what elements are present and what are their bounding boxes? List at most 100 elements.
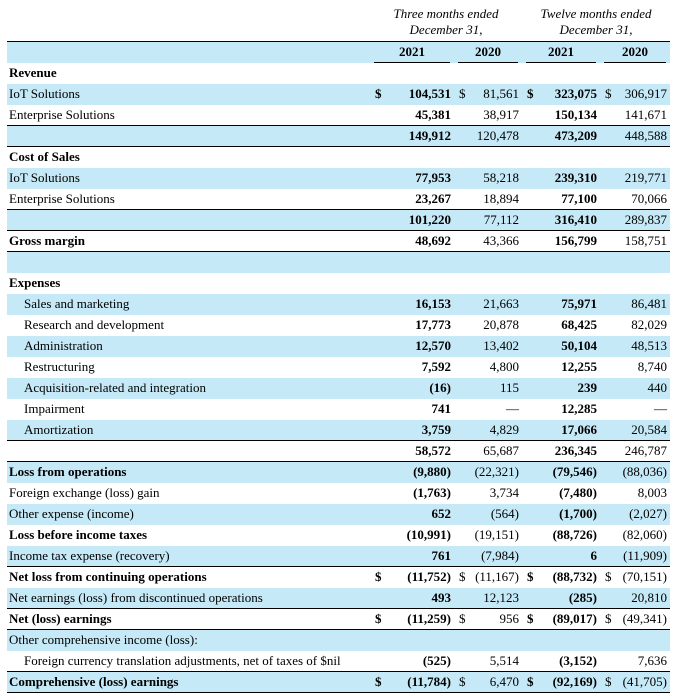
currency-symbol: $ bbox=[459, 86, 466, 101]
table-row: Enterprise Solutions 45,381 38,917 150,134 1… bbox=[7, 105, 670, 126]
value: (525) bbox=[422, 653, 451, 668]
value-cell: 12,285 bbox=[522, 399, 600, 420]
table-row-blank: 149,912 120,478 473,209 448,588 bbox=[7, 126, 670, 147]
value: 323,075 bbox=[554, 86, 597, 101]
row-label: Acquisition-related and integration bbox=[24, 380, 206, 395]
value-cell bbox=[600, 630, 670, 651]
table-row: Gross margin 48,692 43,366 156,799 158,751 bbox=[7, 231, 670, 252]
value-cell: 77,100 bbox=[522, 189, 600, 209]
value: (92,169) bbox=[552, 674, 597, 689]
value: (89,017) bbox=[552, 611, 597, 626]
value-cell: 48,692 bbox=[370, 231, 454, 251]
value: (285) bbox=[568, 590, 597, 605]
currency-symbol: $ bbox=[527, 86, 534, 101]
value-cell: (11,909) bbox=[600, 546, 670, 566]
row-label: Research and development bbox=[24, 317, 165, 332]
table-row: Acquisition-related and integration (16) 1… bbox=[7, 378, 670, 399]
row-label: Net earnings (loss) from discontinued op… bbox=[9, 590, 263, 605]
row-label: Net (loss) earnings bbox=[9, 611, 112, 626]
table-row: Revenue bbox=[7, 63, 670, 84]
row-label: Restructuring bbox=[24, 359, 95, 374]
value-cell: 246,787 bbox=[600, 441, 670, 461]
value-cell: 150,134 bbox=[522, 105, 600, 125]
row-label: Cost of Sales bbox=[9, 149, 80, 164]
value: 38,917 bbox=[483, 107, 519, 122]
table-row: Net loss from continuing operations $ (11,… bbox=[7, 567, 670, 588]
row-label bbox=[7, 252, 370, 273]
value-cell: $ (11,259) bbox=[370, 609, 454, 629]
value-cell: $ (11,167) bbox=[454, 567, 522, 588]
table-row: Restructuring 7,592 4,800 12,255 8,740 bbox=[7, 357, 670, 378]
value: 239,310 bbox=[554, 170, 597, 185]
value: (88,732) bbox=[552, 569, 597, 584]
value: 18,894 bbox=[483, 191, 519, 206]
value-cell: 156,799 bbox=[522, 231, 600, 251]
value: (11,909) bbox=[623, 548, 667, 563]
value-cell: $ (41,705) bbox=[600, 672, 670, 692]
table-row: IoT Solutions $104,531 $81,561 $323,075 $306… bbox=[7, 84, 670, 105]
table-row: Net earnings (loss) from discontinued op… bbox=[7, 588, 670, 609]
value: 4,829 bbox=[489, 422, 519, 437]
value: 86,481 bbox=[631, 296, 667, 311]
table-row: Loss before income taxes (10,991) (19,151)… bbox=[7, 525, 670, 546]
table-row: Other comprehensive income (loss): bbox=[7, 630, 670, 651]
value: 5,514 bbox=[489, 653, 519, 668]
value-cell: (285) bbox=[522, 588, 600, 608]
value: 12,123 bbox=[483, 590, 519, 605]
value-cell: $956 bbox=[454, 609, 522, 629]
value: 150,134 bbox=[554, 107, 597, 122]
year-column-header: 2021 bbox=[522, 42, 600, 63]
value-cell: (79,546) bbox=[522, 462, 600, 483]
value: 115 bbox=[499, 380, 519, 395]
table-row: Foreign exchange (loss) gain (1,763) 3,734… bbox=[7, 483, 670, 504]
value-cell: 21,663 bbox=[454, 294, 522, 315]
value-cell bbox=[454, 273, 522, 294]
value: (7,480) bbox=[559, 485, 597, 500]
value-cell: 77,953 bbox=[370, 168, 454, 189]
value-cell: $306,917 bbox=[600, 84, 670, 105]
group-line2: December 31, bbox=[559, 22, 633, 37]
value-cell: 115 bbox=[454, 378, 522, 399]
row-label: Other comprehensive income (loss): bbox=[9, 632, 198, 647]
value-cell: $323,075 bbox=[522, 84, 600, 105]
value-cell: 4,829 bbox=[454, 420, 522, 440]
value: (2,027) bbox=[629, 506, 667, 521]
row-label: Gross margin bbox=[9, 233, 85, 248]
currency-symbol: $ bbox=[605, 569, 612, 584]
value-cell bbox=[454, 147, 522, 168]
value: 17,773 bbox=[415, 317, 451, 332]
value: 7,636 bbox=[637, 653, 667, 668]
value-cell: 5,514 bbox=[454, 651, 522, 671]
value: 43,366 bbox=[483, 233, 519, 248]
table-row: Enterprise Solutions 23,267 18,894 77,100 70… bbox=[7, 189, 670, 210]
value: 956 bbox=[499, 611, 520, 626]
value-cell bbox=[454, 63, 522, 84]
row-label: Comprehensive (loss) earnings bbox=[9, 674, 179, 689]
value-cell: 45,381 bbox=[370, 105, 454, 125]
year-column-header: 2021 bbox=[370, 42, 454, 63]
value-cell: 493 bbox=[370, 588, 454, 608]
value-cell: 12,570 bbox=[370, 336, 454, 357]
value: 81,561 bbox=[483, 86, 519, 101]
row-label: Revenue bbox=[9, 65, 57, 80]
value-cell: 20,878 bbox=[454, 315, 522, 336]
year-label: 2020 bbox=[604, 42, 666, 63]
value: 149,912 bbox=[408, 128, 451, 143]
row-label: Other expense (income) bbox=[9, 506, 134, 521]
table-row: Expenses bbox=[7, 273, 670, 294]
value-cell: 18,894 bbox=[454, 189, 522, 209]
value-cell: 68,425 bbox=[522, 315, 600, 336]
currency-symbol: $ bbox=[375, 611, 382, 626]
value-cell: 3,734 bbox=[454, 483, 522, 504]
table-row: Impairment 741 — 12,285 — bbox=[7, 399, 670, 420]
value: 20,878 bbox=[483, 317, 519, 332]
value-cell: 48,513 bbox=[600, 336, 670, 357]
row-label: Enterprise Solutions bbox=[9, 191, 115, 206]
table-row-blank: 101,220 77,112 316,410 289,837 bbox=[7, 210, 670, 231]
year-label: 2021 bbox=[374, 42, 450, 63]
year-column-header: 2020 bbox=[600, 42, 670, 63]
value-cell bbox=[522, 252, 600, 273]
value: 316,410 bbox=[554, 212, 597, 227]
value: 65,687 bbox=[483, 443, 519, 458]
